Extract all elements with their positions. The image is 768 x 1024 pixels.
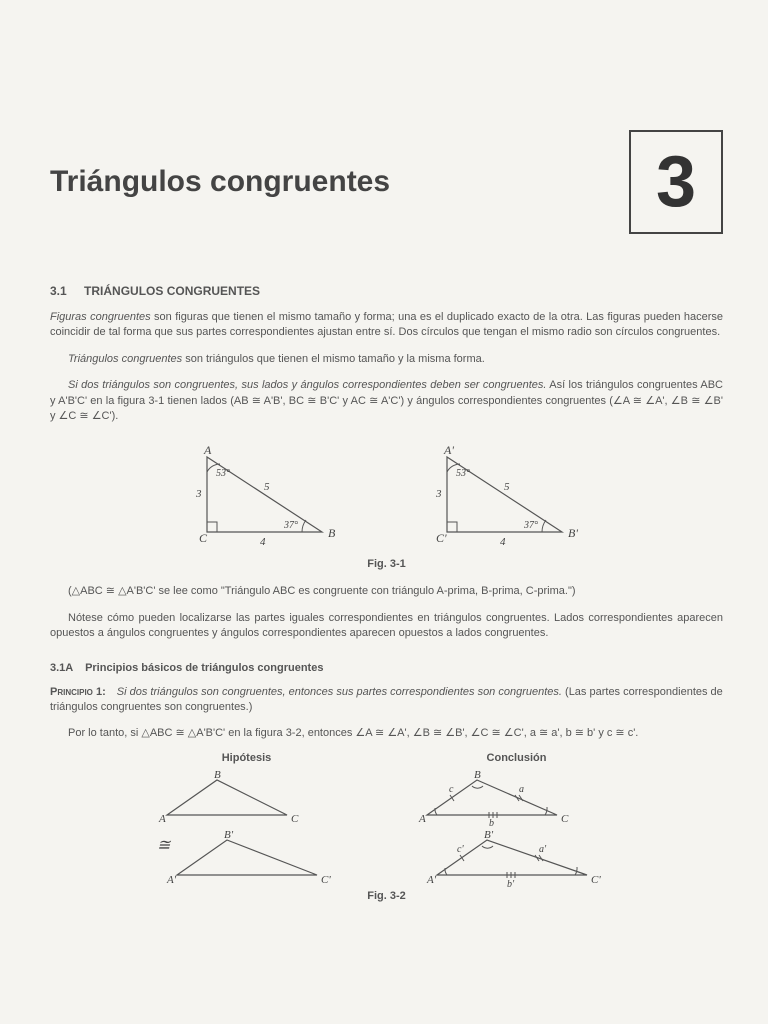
figure-3-2: Hipótesis A B C A' B' C' ≅ Conclusión bbox=[50, 752, 723, 890]
text: son triángulos que tienen el mismo tamañ… bbox=[182, 353, 485, 365]
paragraph: Por lo tanto, si △ABC ≅ △A'B'C' en la fi… bbox=[50, 726, 723, 741]
subsection-title: Principios básicos de triángulos congrue… bbox=[85, 662, 323, 674]
chapter-header: Triángulos congruentes 3 bbox=[50, 130, 723, 234]
triangle-abc-prime: A' B' C' 53° 37° 3 4 5 bbox=[422, 442, 592, 552]
label-c: C bbox=[561, 813, 569, 825]
angle-b: 37° bbox=[523, 520, 538, 531]
statement: Si dos triángulos son congruentes, sus l… bbox=[68, 379, 546, 391]
vertex-b-prime: B' bbox=[568, 526, 578, 540]
vertex-c-prime: C' bbox=[436, 531, 447, 545]
label-c: C bbox=[291, 813, 299, 825]
side-5: 5 bbox=[264, 481, 270, 493]
side-c: c bbox=[449, 784, 454, 795]
angle-b: 37° bbox=[283, 520, 298, 531]
subsection-heading: 3.1A Principios básicos de triángulos co… bbox=[50, 662, 723, 674]
label-a: A bbox=[418, 813, 426, 825]
term: Triángulos congruentes bbox=[68, 353, 182, 365]
side-b-prime: b' bbox=[507, 879, 515, 890]
conclusion-column: Conclusión A B C c a b bbox=[407, 752, 627, 890]
side-3: 3 bbox=[435, 488, 442, 500]
chapter-title: Triángulos congruentes bbox=[50, 165, 390, 199]
label-c-prime: C' bbox=[591, 874, 601, 886]
principle-1: Principio 1: Si dos triángulos son congr… bbox=[50, 685, 723, 716]
label-a-prime: A' bbox=[166, 874, 177, 886]
section-heading: 3.1 TRIÁNGULOS CONGRUENTES bbox=[50, 284, 723, 298]
section-title: TRIÁNGULOS CONGRUENTES bbox=[84, 284, 260, 298]
label-b: B bbox=[474, 770, 481, 781]
subsection-number: 3.1A bbox=[50, 662, 73, 674]
vertex-a: A bbox=[203, 443, 212, 457]
conclusion-label: Conclusión bbox=[487, 752, 547, 764]
side-c-prime: c' bbox=[457, 844, 464, 855]
label-a-prime: A' bbox=[426, 874, 437, 886]
hypothesis-triangles: A B C A' B' C' ≅ bbox=[147, 770, 347, 890]
side-b: b bbox=[489, 818, 494, 829]
paragraph: Figuras congruentes son figuras que tien… bbox=[50, 310, 723, 341]
principle-label: Principio 1: bbox=[50, 686, 106, 698]
label-c-prime: C' bbox=[321, 874, 331, 886]
vertex-a-prime: A' bbox=[443, 443, 454, 457]
text: son figuras que tienen el mismo tamaño y… bbox=[50, 311, 723, 338]
label-a: A bbox=[158, 813, 166, 825]
paragraph: Triángulos congruentes son triángulos qu… bbox=[50, 352, 723, 367]
label-b-prime: B' bbox=[484, 829, 494, 841]
conclusion-triangles: A B C c a b A' B' C bbox=[407, 770, 627, 890]
chapter-number-box: 3 bbox=[629, 130, 723, 234]
paragraph: Si dos triángulos son congruentes, sus l… bbox=[50, 378, 723, 424]
page: Triángulos congruentes 3 3.1 TRIÁNGULOS … bbox=[0, 0, 768, 1024]
paragraph: (△ABC ≅ △A'B'C' se lee como "Triángulo A… bbox=[50, 584, 723, 599]
figure-3-1: A B C 53° 37° 3 4 5 A' B' C' 53° 37° 3 4… bbox=[50, 442, 723, 552]
section-number: 3.1 bbox=[50, 284, 67, 298]
angle-a: 53° bbox=[216, 468, 230, 479]
label-b-prime: B' bbox=[224, 829, 234, 841]
triangle-abc: A B C 53° 37° 3 4 5 bbox=[182, 442, 352, 552]
term: Figuras congruentes bbox=[50, 311, 151, 323]
paragraph: Nótese cómo pueden localizarse las parte… bbox=[50, 611, 723, 642]
principle-statement: Si dos triángulos son congruentes, enton… bbox=[117, 686, 562, 698]
chapter-number: 3 bbox=[656, 141, 696, 223]
vertex-c: C bbox=[199, 531, 208, 545]
side-a: a bbox=[519, 784, 524, 795]
figure-caption: Fig. 3-1 bbox=[50, 558, 723, 570]
label-b: B bbox=[214, 770, 221, 781]
side-4: 4 bbox=[260, 536, 266, 548]
hypothesis-label: Hipótesis bbox=[222, 752, 272, 764]
angle-a: 53° bbox=[456, 468, 470, 479]
vertex-b: B bbox=[328, 526, 336, 540]
side-3: 3 bbox=[195, 488, 202, 500]
figure-caption: Fig. 3-2 bbox=[50, 890, 723, 902]
side-5: 5 bbox=[504, 481, 510, 493]
congruent-symbol: ≅ bbox=[157, 837, 172, 854]
hypothesis-column: Hipótesis A B C A' B' C' ≅ bbox=[147, 752, 347, 890]
side-4: 4 bbox=[500, 536, 506, 548]
side-a-prime: a' bbox=[539, 844, 547, 855]
